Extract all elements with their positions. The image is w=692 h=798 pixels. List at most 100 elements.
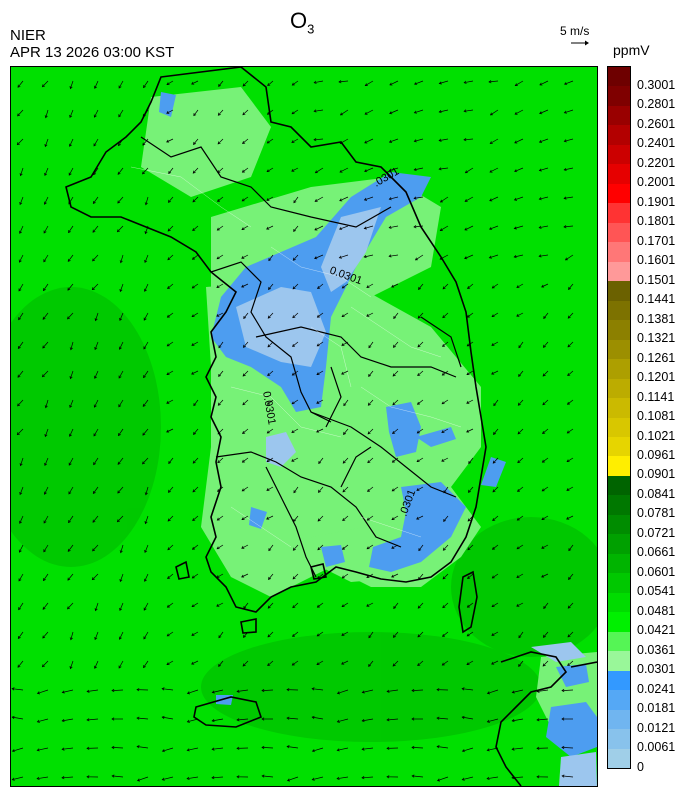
wind-arrowhead-icon [292,576,296,580]
wind-arrow-icon [292,573,299,580]
colorbar [607,66,631,769]
wind-arrow-icon [491,631,499,636]
wind-arrow-icon [217,428,224,435]
wind-arrow-icon [19,486,24,495]
wind-arrowhead-icon [442,547,446,551]
wind-arrow-icon [19,254,24,263]
wind-arrow-icon [142,428,149,436]
wind-arrow-icon [439,109,449,113]
wind-arrow-icon [218,109,224,116]
wind-arrowhead-icon [43,491,47,495]
wind-arrow-icon [542,428,549,434]
wind-arrow-icon [119,573,124,582]
wind-arrow-icon [439,138,449,141]
wind-arrow-icon [516,602,524,607]
wind-arrowhead-icon [391,459,395,463]
wind-arrow-icon [462,776,474,781]
wind-arrowhead-icon [168,460,172,465]
wind-arrowhead-icon [517,488,521,492]
wind-arrow-icon [216,283,224,288]
colorbar-swatch [608,456,630,477]
wind-arrowhead-icon [216,313,220,317]
wind-arrowhead-icon [17,113,21,117]
wind-arrow-icon [292,660,299,666]
wind-arrowhead-icon [211,719,215,723]
wind-arrowhead-icon [142,142,146,146]
wind-arrow-icon [193,138,199,145]
wind-arrow-icon [487,689,499,694]
wind-arrow-icon [514,254,524,258]
wind-arrowhead-icon [417,373,421,377]
wind-arrowhead-icon [267,315,271,319]
wind-arrow-icon [340,109,349,116]
wind-arrow-icon [191,80,199,85]
wind-arrowhead-icon [464,227,468,231]
wind-arrow-icon [193,428,199,435]
wind-reference-arrow-icon [571,40,589,46]
wind-arrow-icon [268,283,274,290]
wind-arrowhead-icon [416,488,420,491]
wind-arrowhead-icon [166,662,170,665]
wind-arrowhead-icon [386,746,390,750]
wind-arrowhead-icon [68,230,71,234]
wind-arrow-icon [212,747,224,750]
wind-arrowhead-icon [191,285,195,289]
wind-arrowhead-icon [241,545,245,549]
colorbar-swatch [608,378,630,399]
wind-arrowhead-icon [136,745,140,749]
wind-arrowhead-icon [311,749,315,753]
wind-arrow-icon [192,544,199,550]
wind-arrowhead-icon [316,400,320,404]
wind-arrowhead-icon [517,431,521,435]
wind-arrow-icon [94,80,99,89]
colorbar-swatch [608,475,630,496]
wind-arrowhead-icon [386,718,390,722]
wind-arrow-icon [43,573,49,581]
wind-arrowhead-icon [94,85,97,89]
wind-arrow-icon [389,138,399,143]
wind-arrow-icon [518,660,524,667]
wind-arrow-icon [217,138,224,145]
wind-arrow-icon [462,688,474,691]
wind-arrow-icon [418,544,424,551]
wind-arrow-icon [241,515,249,520]
wind-arrow-icon [68,196,74,205]
wind-arrowhead-icon [143,346,147,350]
wind-arrow-icon [392,399,399,406]
wind-arrow-icon [242,486,249,492]
wind-arrow-icon [267,341,274,348]
wind-arrowhead-icon [69,433,72,437]
wind-arrowhead-icon [467,518,471,522]
colorbar-swatch [608,748,630,769]
wind-arrowhead-icon [391,545,395,549]
wind-arrow-icon [368,631,374,638]
wind-arrowhead-icon [41,84,45,88]
wind-arrow-icon [463,138,474,141]
wind-arrow-icon [43,225,49,234]
wind-arrow-icon [541,283,549,288]
wind-arrowhead-icon [267,634,271,638]
wind-arrowhead-icon [518,663,522,667]
wind-arrowhead-icon [361,719,365,723]
wind-arrow-icon [366,283,374,288]
wind-arrow-icon [341,370,349,375]
wind-arrow-icon [218,399,224,406]
wind-arrow-icon [267,399,274,405]
contour-label-3: 0.0301 [260,390,278,425]
wind-arrow-icon [293,196,299,203]
wind-arrowhead-icon [436,688,440,692]
wind-arrow-icon [167,602,174,608]
wind-arrowhead-icon [17,345,21,350]
wind-arrowhead-icon [464,256,468,260]
wind-arrow-icon [119,283,124,292]
wind-arrowhead-icon [43,288,46,292]
wind-arrow-icon [44,486,49,495]
wind-arrowhead-icon [341,285,345,289]
wind-arrow-icon [67,312,74,320]
wind-arrowhead-icon [392,373,396,377]
wind-arrow-icon [339,167,349,173]
wind-arrow-icon [341,660,349,665]
colorbar-label: 0.0901 [637,467,676,482]
wind-arrow-icon [512,689,524,693]
wind-arrowhead-icon [17,84,21,88]
